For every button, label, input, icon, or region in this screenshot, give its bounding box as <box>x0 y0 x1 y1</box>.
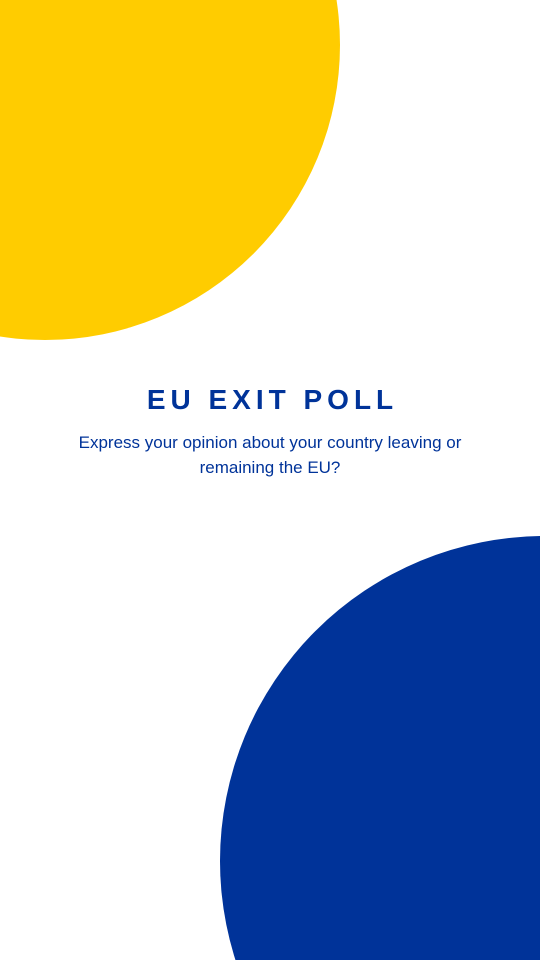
app-tagline: Express your opinion about your country … <box>78 433 462 477</box>
blue-circle-decoration <box>220 536 540 960</box>
app-title: EU EXIT POLL <box>146 384 399 415</box>
yellow-circle-decoration <box>0 0 340 340</box>
